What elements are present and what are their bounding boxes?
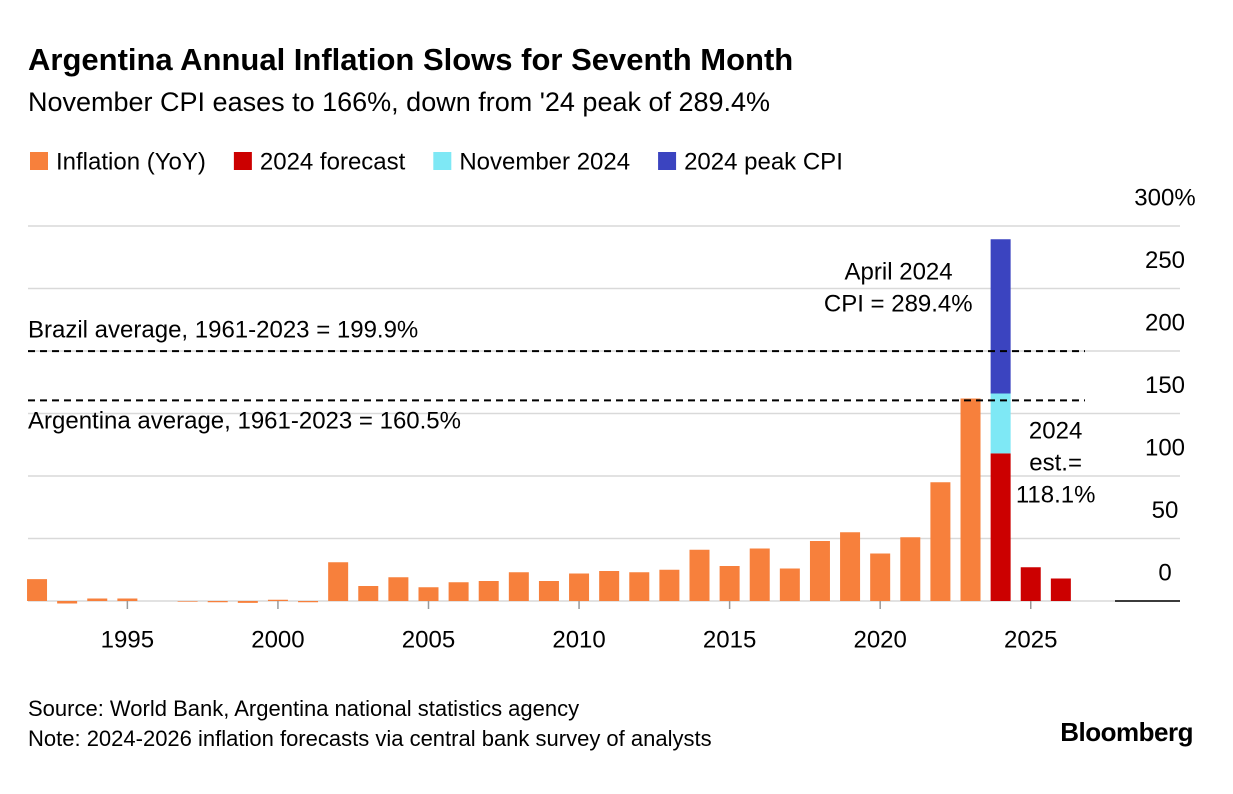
annotation: April 2024 [845,259,953,286]
annotation: 2024 [1029,418,1082,445]
chart-title: Argentina Annual Inflation Slows for Sev… [28,42,793,77]
bar [298,601,319,603]
bar [749,548,770,601]
annotation: CPI = 289.4% [824,291,973,318]
y-tick-label: 250 [1145,247,1185,274]
x-tick-label: 2000 [251,626,304,653]
source: Source: World Bank, Argentina national s… [28,696,579,721]
bar [900,537,921,601]
y-tick-label: 100 [1145,434,1185,461]
bar [508,572,529,601]
reference-label: Argentina average, 1961-2023 = 160.5% [28,408,461,435]
bar [207,601,228,603]
bar [117,598,138,601]
x-tick-label: 2025 [1004,626,1057,653]
annotation: 118.1% [1016,482,1096,509]
legend-label: Inflation (YoY) [56,148,206,175]
bar [960,398,981,601]
bar [870,553,891,601]
logo: Bloomberg [1060,717,1193,747]
y-tick-label: 150 [1145,372,1185,399]
bar [87,598,108,601]
bar [478,581,499,601]
legend-swatch [233,152,252,170]
bar [990,393,1011,454]
bar [569,573,590,601]
bar [629,572,650,601]
bar [267,599,288,601]
bar [990,453,1011,601]
chart-subtitle: November CPI eases to 166%, down from '2… [28,87,770,117]
bar [599,571,620,601]
legend-swatch [433,152,452,170]
reference-label: Brazil average, 1961-2023 = 199.9% [28,316,418,343]
bar [358,586,379,601]
bar [448,582,469,601]
bar [538,581,559,601]
bar [990,239,1011,394]
bar [840,532,861,601]
legend-swatch [658,152,677,170]
x-tick-label: 2020 [853,626,906,653]
bar [779,568,800,601]
bar [659,569,680,601]
legend-label: November 2024 [459,148,630,175]
bar [1050,578,1071,601]
legend-label: 2024 peak CPI [684,148,843,175]
legend-label: 2024 forecast [260,148,406,175]
bar [809,541,830,601]
y-tick-label: 300% [1134,184,1195,211]
bar [27,579,48,601]
bar [689,549,710,601]
bar [237,601,258,603]
y-tick-label: 200 [1145,309,1185,336]
x-tick-label: 2010 [552,626,605,653]
bar [328,562,349,601]
x-tick-label: 2015 [703,626,756,653]
bar [1020,567,1041,601]
bar [388,577,409,601]
bar [177,601,198,602]
bar [930,482,951,601]
y-tick-label: 50 [1152,497,1179,524]
bar [57,601,78,604]
legend-swatch [30,152,48,170]
bar [719,566,740,601]
bar [418,587,439,601]
annotation: est.= [1029,450,1082,477]
x-tick-label: 1995 [101,626,154,653]
x-tick-label: 2005 [402,626,455,653]
y-tick-label: 0 [1158,559,1171,586]
note: Note: 2024-2026 inflation forecasts via … [28,726,712,751]
